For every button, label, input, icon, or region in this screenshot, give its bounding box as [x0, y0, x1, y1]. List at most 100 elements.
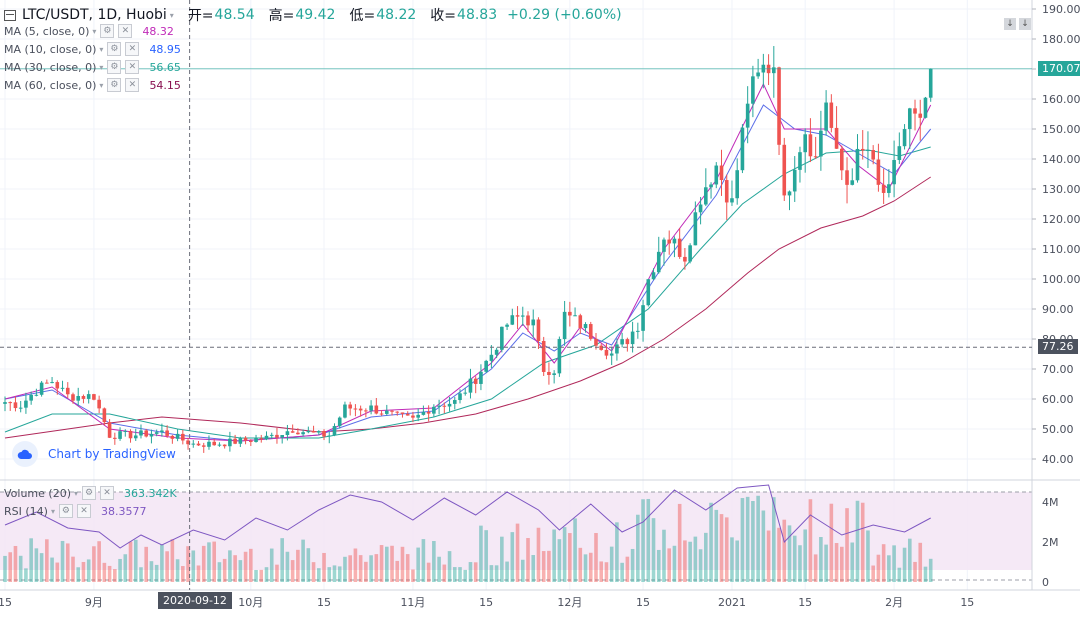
volume-bar: [902, 547, 907, 582]
candle-body: [384, 410, 389, 414]
volume-bar: [897, 567, 902, 582]
volume-bar: [672, 545, 677, 582]
candle-body: [332, 426, 337, 436]
candle-body: [500, 326, 504, 350]
chevron-down-icon[interactable]: ▾: [99, 44, 104, 54]
close-icon[interactable]: ✕: [100, 486, 115, 500]
close-icon[interactable]: ✕: [125, 60, 140, 74]
volume-legend[interactable]: Volume (20) ▾ ⚙ ✕ 363.342K: [4, 486, 177, 500]
settings-icon[interactable]: ⚙: [107, 42, 122, 56]
volume-bar: [29, 538, 33, 582]
volume-bar: [735, 540, 739, 582]
settings-icon[interactable]: ⚙: [82, 486, 97, 500]
chevron-down-icon[interactable]: ▾: [99, 80, 104, 90]
candle-body: [228, 438, 232, 447]
candle-body: [458, 393, 462, 401]
high-value: 49.42: [295, 7, 336, 23]
chevron-down-icon[interactable]: ▾: [92, 26, 97, 36]
candle-body: [437, 405, 441, 407]
volume-bar: [442, 564, 447, 582]
candle-body: [24, 400, 28, 408]
indicator-ma5[interactable]: MA (5, close, 0) ▾ ⚙ ✕ 48.32: [4, 24, 174, 38]
rsi-legend[interactable]: RSI (14) ▾ ⚙ ✕ 38.3577: [4, 504, 146, 518]
volume-bar: [599, 561, 604, 582]
candle-body: [505, 324, 509, 327]
chevron-down-icon[interactable]: ▾: [50, 506, 55, 516]
volume-bar: [468, 562, 473, 582]
last-price-badge: 170.07: [1038, 60, 1080, 76]
price-tick-label: 40.00: [1042, 453, 1074, 466]
ma5-line: [4, 82, 932, 442]
candle-body: [139, 430, 143, 436]
volume-bar: [494, 565, 499, 582]
settings-icon[interactable]: ⚙: [100, 24, 115, 38]
candle-body: [259, 438, 264, 440]
close-icon[interactable]: ✕: [118, 24, 133, 38]
volume-bar: [473, 562, 478, 582]
indicator-value: 48.95: [149, 42, 181, 56]
change-value: +0.29 (+0.60%): [507, 7, 622, 23]
candle-body: [358, 408, 363, 411]
volume-bar: [787, 525, 792, 582]
candle-body: [416, 414, 420, 418]
candle-body: [296, 432, 300, 435]
tradingview-watermark[interactable]: Chart by TradingView: [12, 441, 176, 467]
scale-toggle-buttons[interactable]: ↓ ↓: [1004, 18, 1031, 30]
indicator-ma30[interactable]: MA (30, close, 0) ▾ ⚙ ✕ 56.65: [4, 60, 181, 74]
candle-body: [855, 148, 860, 181]
volume-bar: [201, 545, 206, 582]
candle-body: [233, 438, 237, 444]
volume-bar: [128, 541, 133, 582]
price-tick-label: 110.00: [1042, 243, 1080, 256]
volume-bar: [264, 567, 269, 582]
volume-bar: [651, 518, 656, 582]
volume-bar: [139, 567, 143, 582]
open-label: 开=: [187, 8, 214, 24]
volume-bar: [8, 552, 13, 582]
candle-body: [201, 445, 206, 447]
candle-body: [630, 331, 635, 345]
volume-bar: [698, 549, 703, 582]
arrow-down-icon[interactable]: ↓: [1004, 18, 1016, 30]
symbol-title[interactable]: LTC/USDT, 1D, Huobi: [22, 7, 167, 23]
collapse-icon[interactable]: [4, 9, 16, 21]
candle-body: [887, 184, 891, 193]
volume-bar: [290, 560, 295, 582]
candle-body: [876, 159, 881, 185]
candle-body: [107, 422, 112, 438]
arrow-up-icon[interactable]: ↓: [1019, 18, 1031, 30]
volume-bar: [55, 562, 60, 582]
volume-bar: [573, 518, 577, 582]
candle-body: [348, 404, 352, 409]
candle-body: [102, 408, 107, 423]
low-label: 低=: [349, 8, 376, 24]
volume-bar: [269, 548, 274, 582]
volume-bar: [384, 546, 389, 582]
volume-bar: [421, 539, 426, 582]
chevron-down-icon[interactable]: ▾: [169, 10, 174, 20]
close-icon[interactable]: ✕: [125, 78, 140, 92]
candle-body: [170, 435, 175, 439]
indicator-value: 56.65: [149, 60, 181, 74]
candle-body: [34, 394, 39, 396]
indicator-ma60[interactable]: MA (60, close, 0) ▾ ⚙ ✕ 54.15: [4, 78, 181, 92]
settings-icon[interactable]: ⚙: [107, 60, 122, 74]
price-tick-label: 100.00: [1042, 273, 1080, 286]
volume-bar: [829, 503, 834, 582]
settings-icon[interactable]: ⚙: [58, 504, 73, 518]
volume-bar: [238, 560, 243, 582]
candle-body: [3, 402, 7, 404]
volume-bar: [426, 562, 431, 582]
price-tick-label: 190.00: [1042, 3, 1080, 16]
chevron-down-icon[interactable]: ▾: [99, 62, 104, 72]
candle-body: [144, 430, 149, 437]
chevron-down-icon[interactable]: ▾: [74, 488, 79, 498]
settings-icon[interactable]: ⚙: [107, 78, 122, 92]
candle-body: [918, 113, 923, 118]
indicator-ma10[interactable]: MA (10, close, 0) ▾ ⚙ ✕ 48.95: [4, 42, 181, 56]
candle-body: [249, 440, 253, 443]
close-icon[interactable]: ✕: [76, 504, 91, 518]
close-icon[interactable]: ✕: [125, 42, 140, 56]
